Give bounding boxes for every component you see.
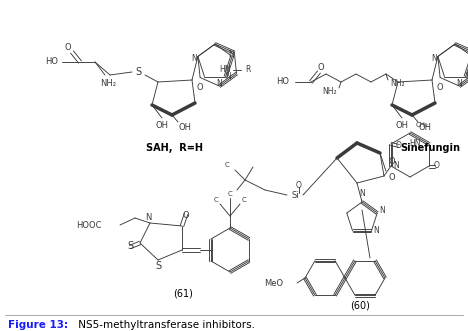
Text: (60): (60) (350, 300, 370, 310)
Text: N: N (217, 78, 222, 88)
Text: O: O (389, 173, 395, 182)
Text: OH: OH (395, 121, 409, 130)
Text: N: N (191, 54, 197, 63)
Text: HO: HO (45, 58, 58, 67)
Text: N: N (359, 190, 365, 199)
Text: O: O (197, 83, 203, 92)
Text: OH: OH (178, 123, 191, 132)
Text: NH₂: NH₂ (390, 79, 405, 88)
Text: C: C (227, 191, 233, 197)
Text: Figure 13:: Figure 13: (8, 320, 68, 330)
Text: N: N (431, 54, 437, 63)
Text: O: O (296, 180, 302, 190)
Text: N: N (226, 72, 232, 81)
Text: O: O (396, 141, 402, 151)
Text: O: O (437, 83, 443, 92)
Text: S: S (155, 261, 161, 271)
Text: N: N (466, 72, 468, 81)
Text: NH₂: NH₂ (100, 79, 116, 88)
Text: NH₂: NH₂ (322, 87, 337, 97)
Text: HOOC: HOOC (76, 220, 102, 229)
Text: Si: Si (291, 191, 299, 200)
Text: C: C (241, 197, 246, 203)
Text: O: O (65, 43, 71, 53)
Text: HN: HN (219, 65, 231, 74)
Text: N: N (228, 50, 234, 59)
Text: HO: HO (276, 77, 289, 86)
Text: R: R (245, 65, 250, 74)
Text: N: N (380, 206, 385, 214)
Text: S: S (135, 67, 141, 77)
Text: OH: OH (418, 123, 431, 132)
Text: C: C (213, 197, 219, 203)
Text: N: N (373, 226, 379, 235)
Text: O: O (389, 157, 395, 166)
Text: O: O (183, 212, 190, 220)
Text: CH₃: CH₃ (416, 122, 428, 128)
Text: NS5‐methyltransferase inhibitors.: NS5‐methyltransferase inhibitors. (75, 320, 255, 330)
Text: N: N (145, 213, 151, 222)
Text: MeO: MeO (264, 278, 283, 288)
Text: Sinefungin: Sinefungin (400, 143, 460, 153)
Text: O: O (434, 162, 440, 170)
Text: S: S (127, 241, 133, 251)
Text: C: C (225, 162, 229, 168)
Text: (61): (61) (173, 288, 193, 298)
Text: O: O (318, 64, 324, 72)
Text: N: N (457, 78, 462, 88)
Text: HN: HN (410, 139, 421, 149)
Text: OH: OH (155, 121, 168, 130)
Text: N: N (393, 162, 399, 170)
Text: SAH,  R=H: SAH, R=H (146, 143, 204, 153)
